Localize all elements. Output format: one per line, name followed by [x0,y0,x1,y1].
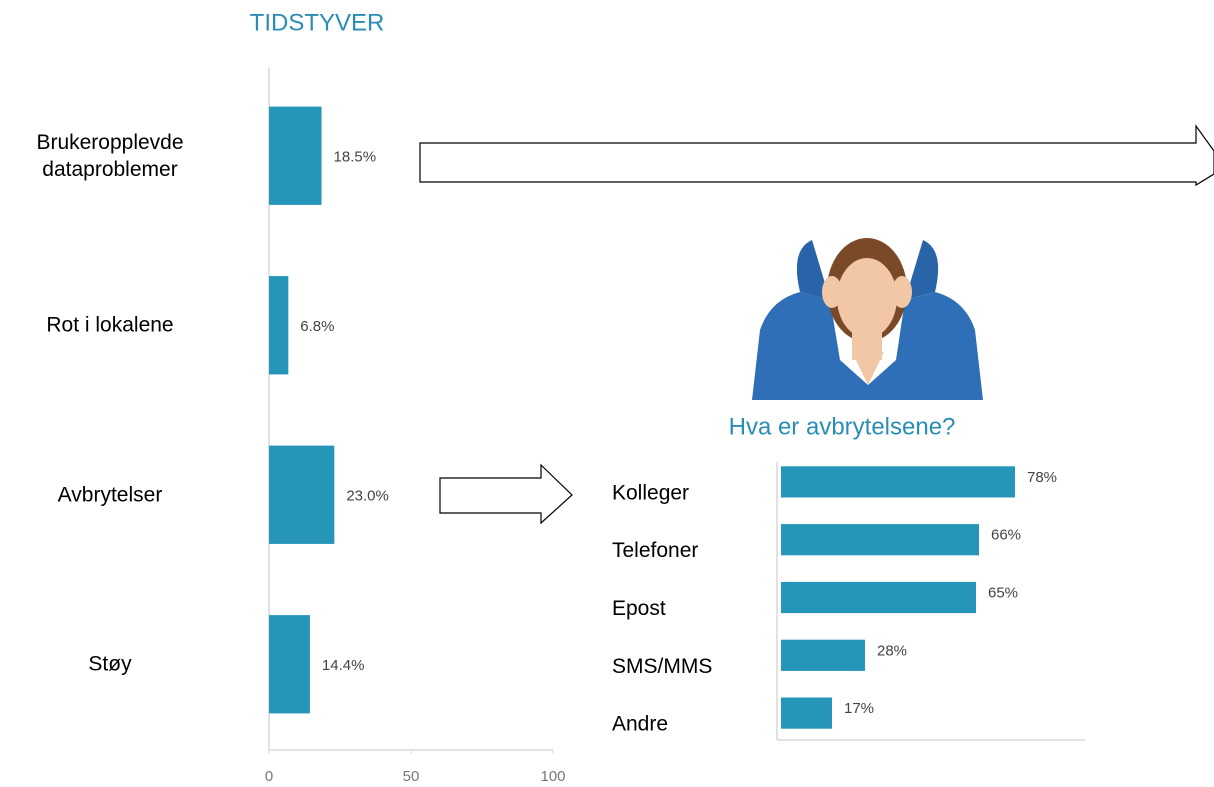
category-label: Rot i lokalene [46,313,174,337]
arrow [419,124,1214,187]
x-tick-label: 100 [540,768,565,785]
arrow [439,463,573,525]
category-label: Brukeropplevde dataproblemer [36,130,184,181]
value-label: 6.8% [300,318,334,335]
value-label: 66% [991,527,1021,544]
value-label: 18.5% [334,149,377,166]
category-label: Telefoner [612,539,698,562]
value-label: 23.0% [346,488,389,505]
bar [781,697,832,729]
bar [269,276,289,375]
illustration [752,238,983,400]
value-label: 65% [988,584,1018,601]
value-label: 28% [877,642,907,659]
bar [781,639,865,671]
category-label: Kolleger [612,481,689,504]
chart-title: Hva er avbrytelsene? [729,413,956,440]
value-label: 14.4% [322,657,365,674]
category-label: Andre [612,713,668,736]
category-label: Avbrytelser [57,483,163,507]
bar [781,466,1015,498]
x-tick-label: 0 [265,768,273,785]
bar [269,106,322,205]
chart-title: TIDSTYVER [250,9,385,36]
category-label: Støy [88,652,132,676]
x-tick-label: 50 [403,768,420,785]
bar [269,615,310,714]
category-label: Epost [612,597,666,620]
bar [781,581,976,614]
value-label: 78% [1027,469,1057,486]
value-label: 17% [844,700,874,717]
category-label: SMS/MMS [612,655,712,678]
bar [269,445,335,544]
bar [781,524,979,556]
